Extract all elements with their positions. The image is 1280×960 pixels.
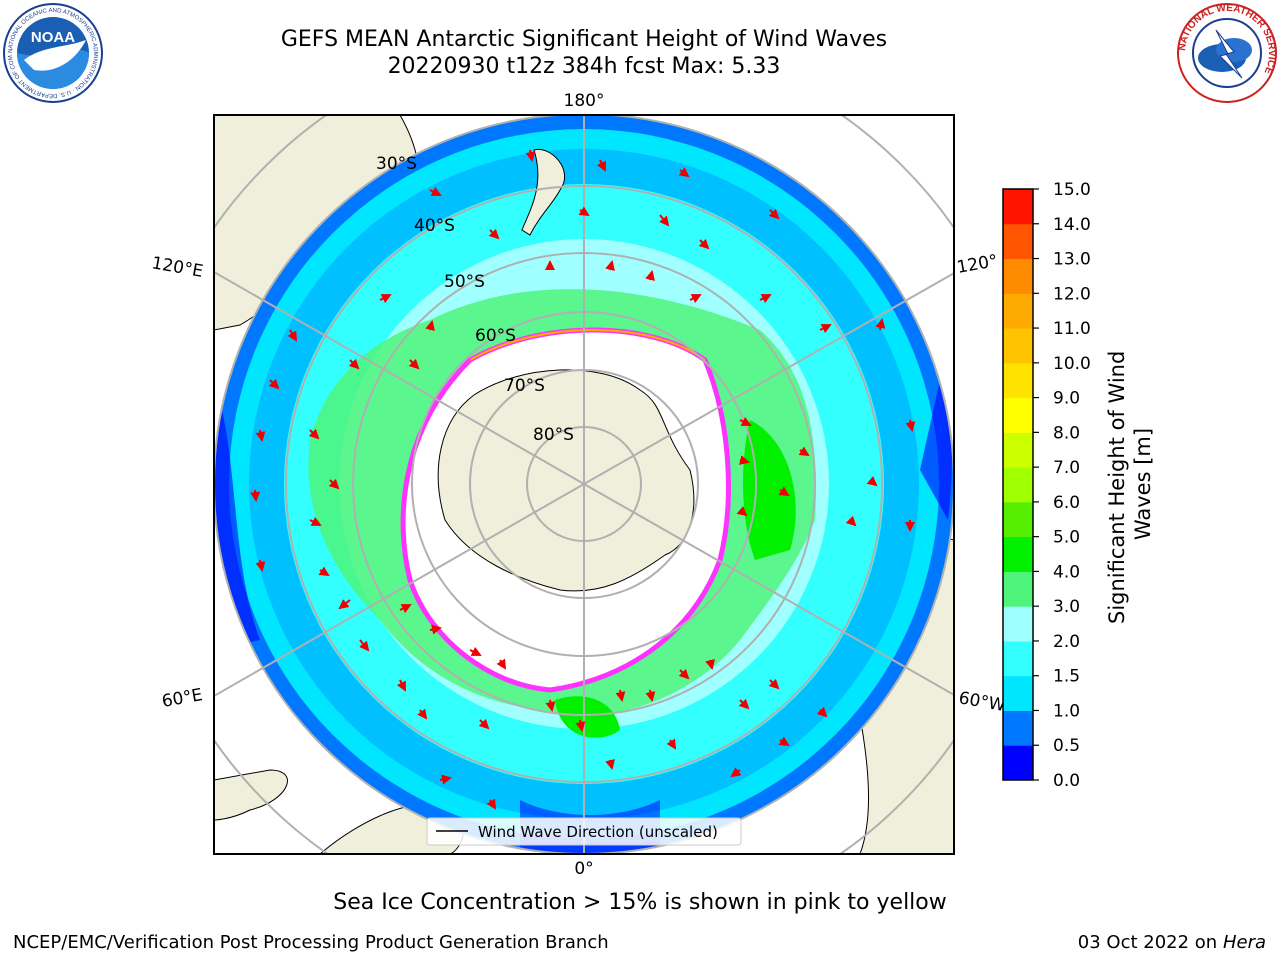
footer-credit: NCEP/EMC/Verification Post Processing Pr…: [13, 932, 609, 953]
colorbar-tick-label: 0.0: [1053, 771, 1080, 791]
lon-label-120e: 120°E: [150, 253, 204, 282]
graticule-labels: 180° 0° 120°E 60°E 120° 60°W 30°S 40°S 5…: [150, 91, 1007, 879]
sea-ice-note: Sea Ice Concentration > 15% is shown in …: [333, 890, 947, 915]
colorbar-tick-label: 14.0: [1053, 215, 1091, 235]
colorbar-tick-label: 5.0: [1053, 528, 1080, 548]
colorbar-segment: [1003, 710, 1033, 746]
lat-label-50s: 50°S: [444, 272, 485, 292]
lon-label-120w: 120°: [955, 251, 999, 278]
colorbar-segment: [1003, 189, 1033, 225]
colorbar-segment: [1003, 328, 1033, 364]
colorbar-segment: [1003, 501, 1033, 538]
map-frame: [213, 114, 955, 855]
colorbar-segment: [1003, 675, 1033, 711]
footer-date: 03 Oct 2022 on Hera: [1078, 932, 1266, 953]
lat-label-60s: 60°S: [475, 326, 516, 346]
colorbar-tick-label: 2.0: [1053, 632, 1080, 652]
lat-label-30s: 30°S: [376, 154, 417, 174]
colorbar-tick-label: 1.0: [1053, 701, 1080, 721]
colorbar-tick-label: 1.5: [1053, 667, 1080, 687]
colorbar-ticks: 0.0 0.5 1.0 1.5 2.0 3.0 4.0 5.0 6.0 7.0 8.0 9.0 10.0…: [1033, 180, 1091, 791]
lon-label-0: 0°: [574, 859, 593, 879]
colorbar-segment: [1003, 432, 1033, 468]
colorbar-segment: [1003, 258, 1033, 294]
colorbar-segment: [1003, 397, 1033, 433]
colorbar-tick-label: 11.0: [1053, 319, 1091, 339]
colorbar-segment: [1003, 467, 1033, 503]
chart-subtitle: 20220930 t12z 384h fcst Max: 5.33: [387, 54, 781, 79]
colorbar-tick-label: 10.0: [1053, 354, 1091, 374]
noaa-logo-text: NOAA: [31, 29, 75, 46]
nws-logo: NATIONAL WEATHER SERVICE: [1177, 3, 1277, 103]
colorbar-segment: [1003, 223, 1033, 260]
colorbar-tick-label: 3.0: [1053, 597, 1080, 617]
map-gridlines: [214, 115, 954, 854]
colorbar-segment: [1003, 745, 1033, 781]
lat-label-80s: 80°S: [533, 425, 574, 445]
colorbar-tick-label: 9.0: [1053, 389, 1080, 409]
map-legend: Wind Wave Direction (unscaled): [426, 817, 742, 846]
footer-host: Hera: [1222, 932, 1266, 953]
footer-date-text: 03 Oct 2022 on: [1077, 932, 1218, 953]
colorbar-tick-label: 4.0: [1053, 562, 1080, 582]
colorbar: [1003, 189, 1033, 781]
colorbar-segment: [1003, 640, 1033, 677]
colorbar-segment: [1003, 571, 1033, 607]
colorbar-segment: [1003, 362, 1033, 399]
colorbar-tick-label: 6.0: [1053, 493, 1080, 513]
colorbar-segment: [1003, 606, 1033, 642]
new-zealand-land: [521, 148, 566, 236]
colorbar-tick-label: 12.0: [1053, 284, 1091, 304]
lon-label-60w: 60°W: [957, 688, 1007, 716]
lat-label-70s: 70°S: [504, 376, 545, 396]
colorbar-tick-label: 13.0: [1053, 250, 1091, 270]
lon-label-60e: 60°E: [160, 685, 204, 712]
colorbar-label: Significant Height of Wind Waves [m]: [1105, 344, 1155, 624]
colorbar-segment: [1003, 293, 1033, 329]
lon-label-180: 180°: [564, 91, 605, 111]
noaa-logo: NOAA NATIONAL OCEANIC AND ATMOSPHERIC AD…: [2, 2, 103, 103]
lat-label-40s: 40°S: [414, 216, 455, 236]
colorbar-segment: [1003, 536, 1033, 572]
legend-label: Wind Wave Direction (unscaled): [478, 823, 718, 841]
chart-title: GEFS MEAN Antarctic Significant Height o…: [280, 27, 888, 52]
colorbar-tick-label: 0.5: [1053, 736, 1080, 756]
wind-wave-arrows: [250, 149, 916, 810]
colorbar-tick-label: 8.0: [1053, 423, 1080, 443]
colorbar-tick-label: 15.0: [1053, 180, 1091, 200]
colorbar-frame: [1002, 188, 1034, 781]
colorbar-tick-label: 7.0: [1053, 458, 1080, 478]
